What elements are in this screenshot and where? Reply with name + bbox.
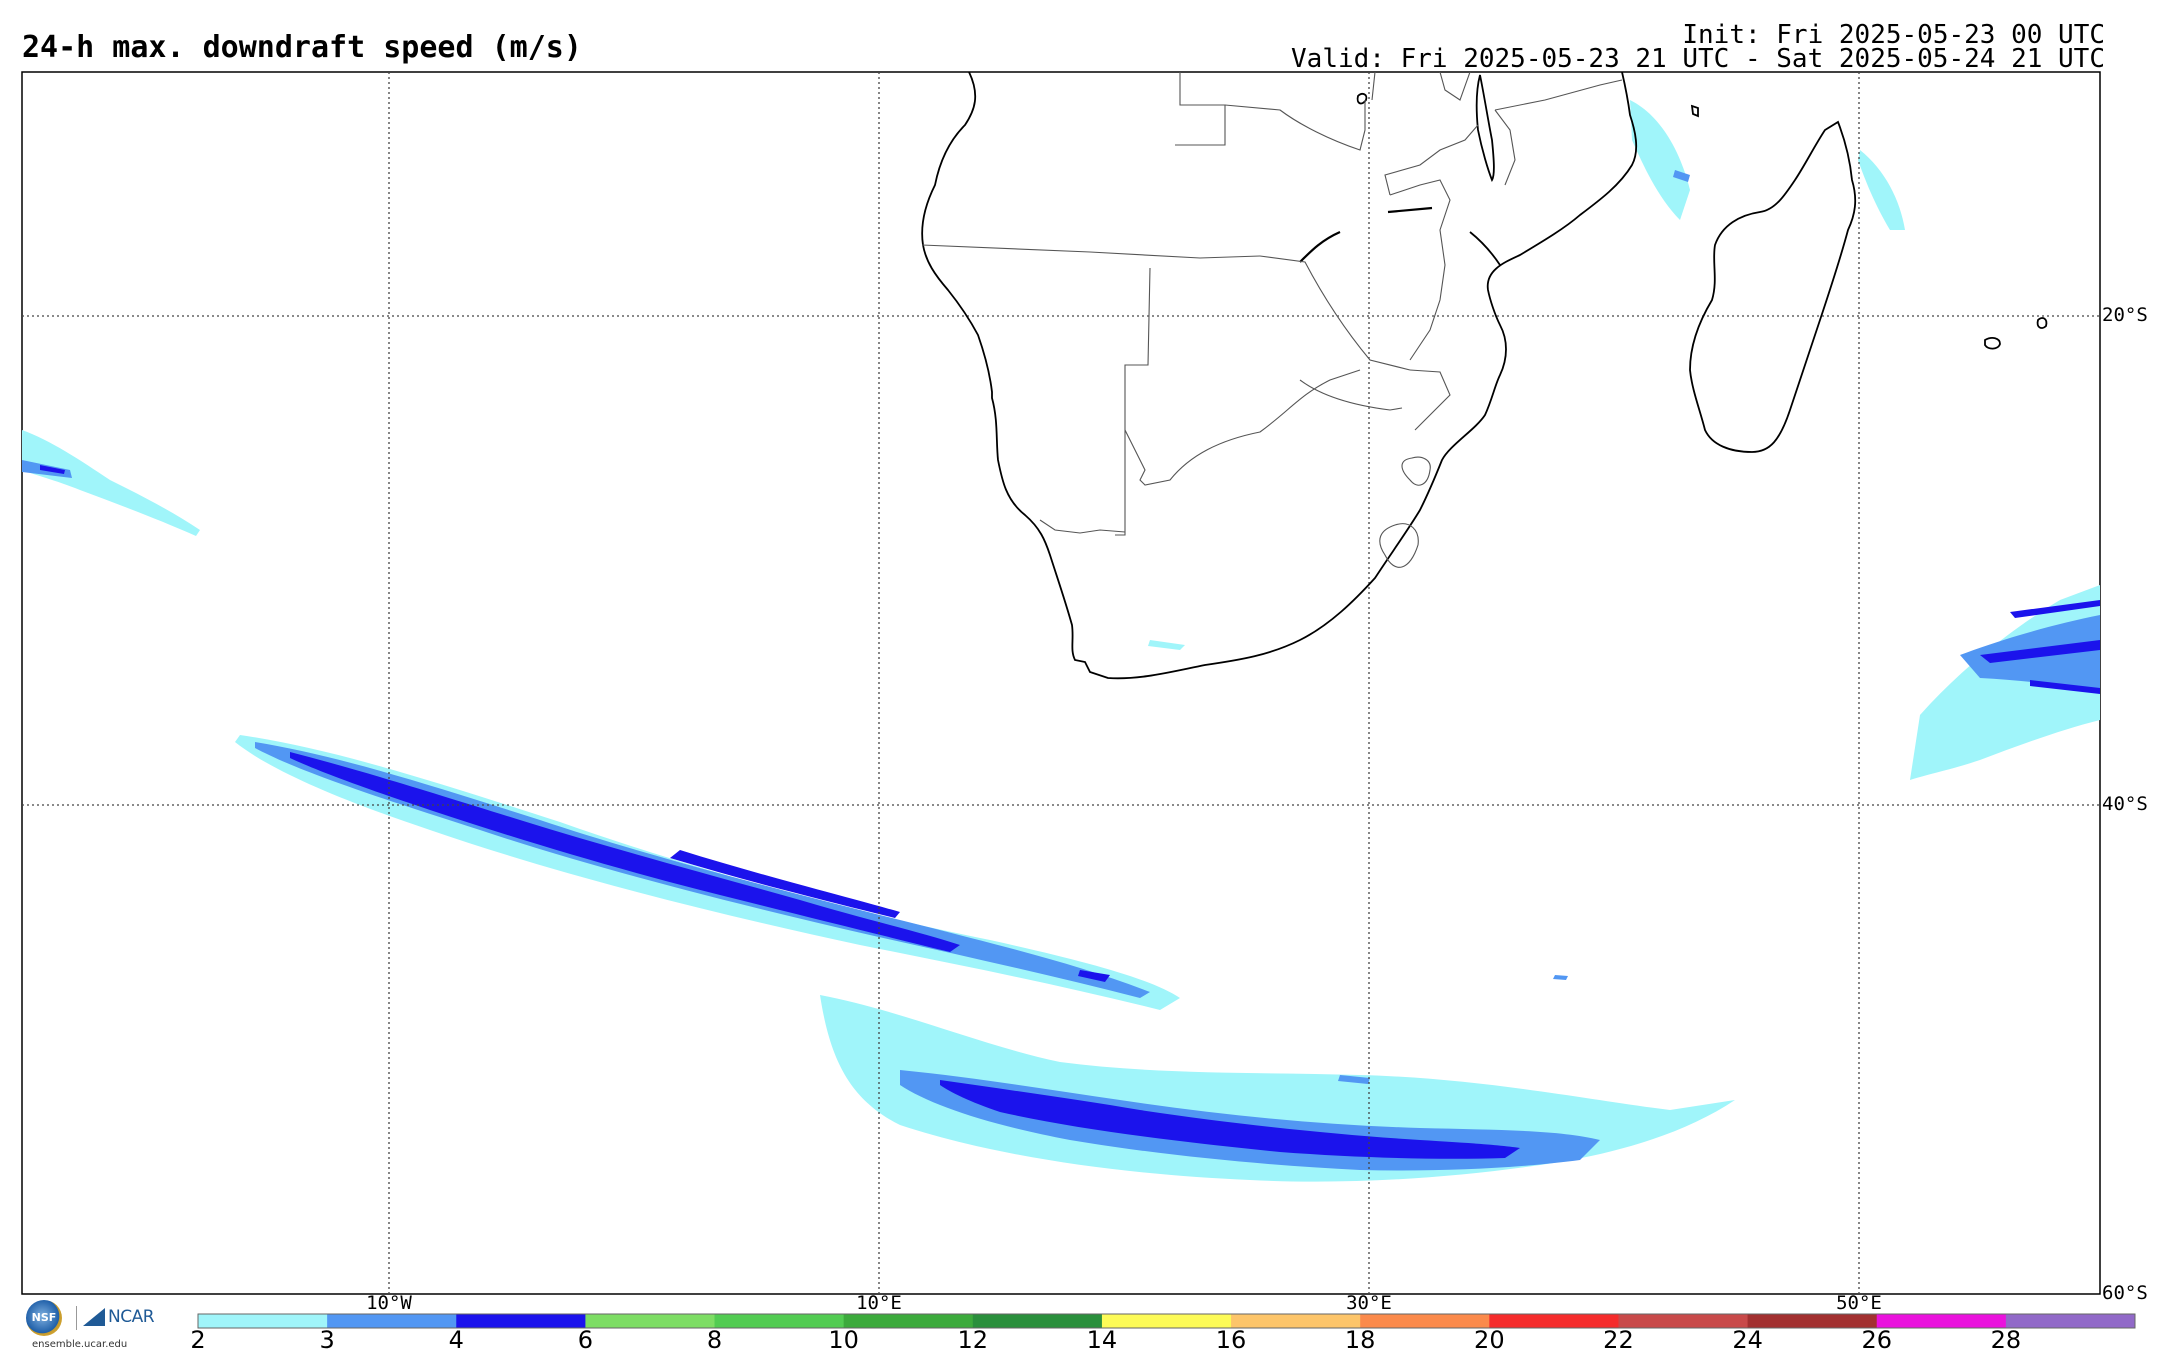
- lon-label-10e: 10°E: [856, 1292, 902, 1314]
- lat-label-40s: 40°S: [2102, 793, 2148, 815]
- colorbar-label: 14: [1086, 1326, 1118, 1354]
- lon-label-50e: 50°E: [1836, 1292, 1882, 1314]
- colorbar-swatch: [1101, 1314, 1232, 1328]
- downdraft-band-southwest: [235, 735, 1180, 1010]
- colorbar-swatch: [198, 1314, 328, 1328]
- lon-label-30e: 30°E: [1346, 1292, 1392, 1314]
- colorbar-swatch: [972, 1314, 1103, 1328]
- colorbar-swatch: [327, 1314, 457, 1328]
- nsf-logo: NSF: [26, 1300, 62, 1336]
- colorbar-swatch: [1231, 1314, 1361, 1328]
- lake-malawi: [1475, 74, 1495, 183]
- colorbar-label: 20: [1474, 1326, 1505, 1354]
- colorbar-label: 22: [1603, 1326, 1634, 1354]
- downdraft-band-west: [22, 430, 200, 536]
- colorbar-label: 10: [828, 1326, 859, 1354]
- lat-label-20s: 20°S: [2102, 304, 2148, 326]
- graticule: [22, 72, 2100, 1294]
- colorbar-swatch: [714, 1314, 845, 1328]
- colorbar-label: 28: [1990, 1326, 2022, 1354]
- colorbar-swatch: [1876, 1314, 2007, 1328]
- colorbar-label: 16: [1215, 1326, 1247, 1354]
- comoros-island: [1690, 104, 1699, 118]
- lat-label-60s: 60°S: [2102, 1282, 2148, 1304]
- lake-kariba: [1299, 230, 1341, 263]
- map-title: 24-h max. downdraft speed (m/s): [22, 30, 582, 65]
- colorbar-label: 4: [448, 1326, 464, 1354]
- colorbar-label: 6: [577, 1326, 594, 1354]
- valid-time: Valid: Fri 2025-05-23 21 UTC - Sat 2025-…: [1291, 44, 2105, 74]
- colorbar-swatch: [1747, 1314, 1878, 1328]
- colorbar-label: 26: [1861, 1326, 1892, 1354]
- lake-victoria-part: [1356, 93, 1368, 105]
- ncar-logo: NCAR: [76, 1306, 155, 1330]
- lake-cahora-bassa: [1387, 206, 1433, 214]
- downdraft-patches-northeast: [1148, 100, 1905, 980]
- lon-label-10w: 10°W: [366, 1292, 412, 1314]
- downdraft-band-south: [820, 995, 1735, 1182]
- logo-url: ensemble.ucar.edu: [32, 1339, 128, 1350]
- colorbar-swatch: [843, 1314, 974, 1328]
- colorbar-label: 18: [1344, 1326, 1376, 1354]
- colorbar-outline: [197, 1313, 2136, 1329]
- colorbar-label: 12: [957, 1326, 989, 1354]
- colorbar-swatch: [585, 1314, 716, 1328]
- colorbar-swatch: [1489, 1314, 1619, 1328]
- ncar-logo-text: NCAR: [108, 1306, 155, 1327]
- colorbar-swatch: [1618, 1314, 1749, 1328]
- colorbar: [197, 1313, 2136, 1329]
- reunion-island: [1984, 337, 2001, 350]
- africa-coastline: [921, 72, 1638, 680]
- init-time: Init: Fri 2025-05-23 00 UTC: [1682, 20, 2105, 50]
- downdraft-band-east: [1910, 585, 2100, 780]
- colorbar-label: 2: [190, 1326, 206, 1354]
- colorbar-label: 8: [706, 1326, 723, 1354]
- country-borders: [921, 72, 1623, 568]
- colorbar-label: 24: [1732, 1326, 1763, 1354]
- madagascar-coastline: [1689, 120, 1857, 453]
- colorbar-swatch: [2005, 1314, 2136, 1328]
- colorbar-swatch: [456, 1314, 586, 1328]
- colorbar-swatch: [1360, 1314, 1490, 1328]
- colorbar-label: 3: [319, 1326, 335, 1354]
- mauritius-island: [2036, 317, 2048, 329]
- ncar-mark-icon: [83, 1307, 105, 1326]
- zambezi-river: [1469, 231, 1501, 266]
